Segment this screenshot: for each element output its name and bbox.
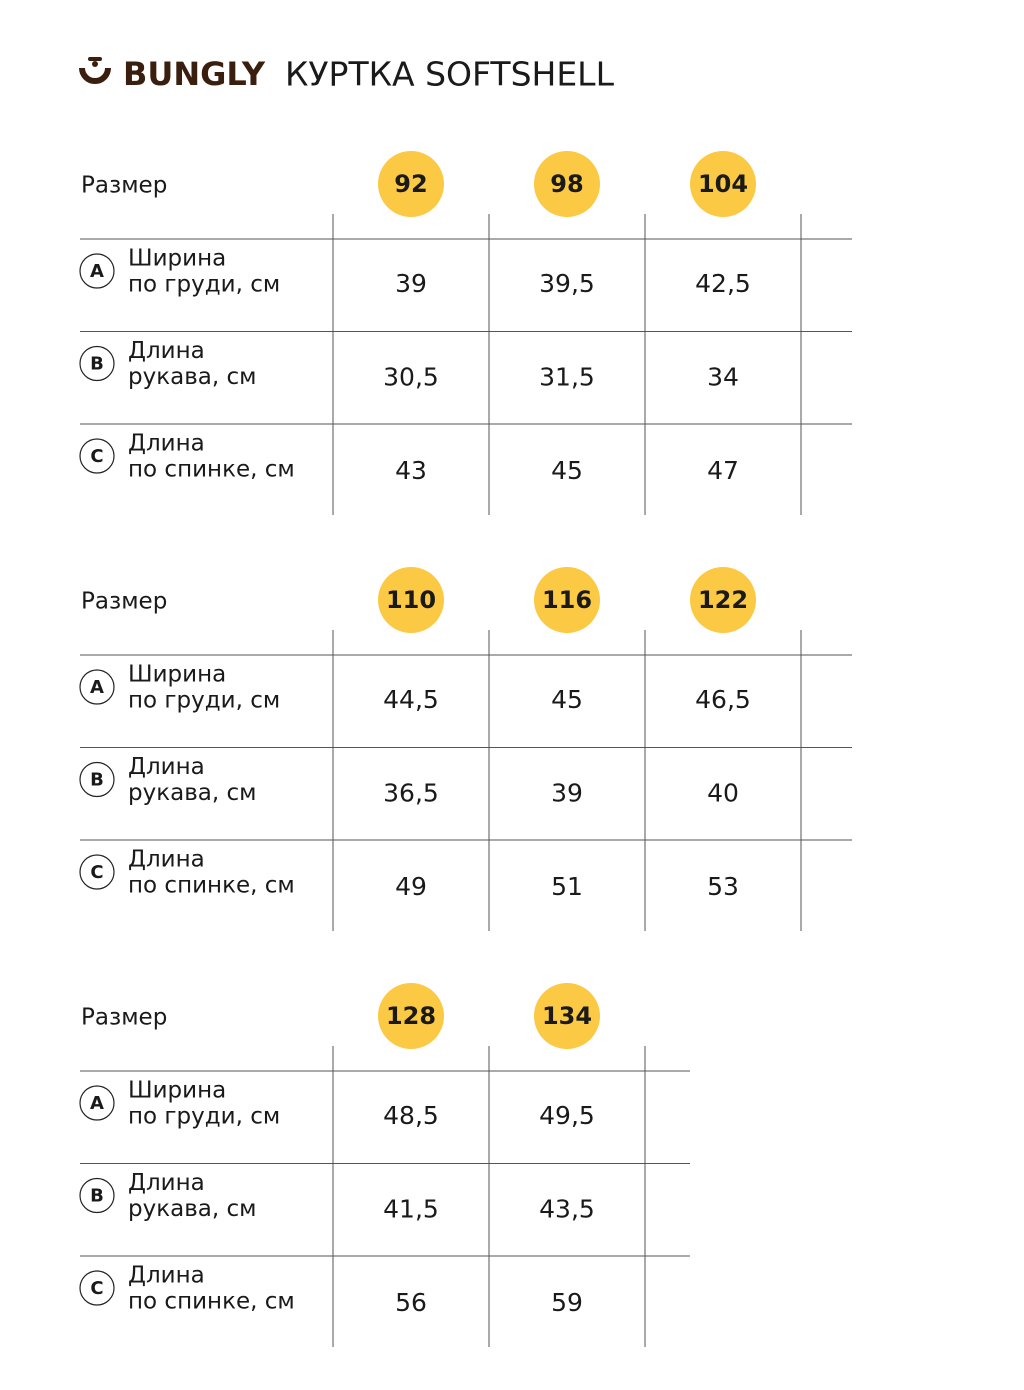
logo-icon: [79, 57, 111, 84]
cell-value: 36,5: [383, 779, 439, 808]
row-label: по груди, см: [128, 1104, 280, 1130]
row-letter: A: [90, 677, 104, 698]
row-label: Ширина: [128, 662, 226, 688]
size-badge: [534, 151, 600, 217]
row-label: рукава, см: [128, 364, 256, 390]
size-label: Размер: [81, 1005, 167, 1031]
row-letter: A: [90, 1093, 104, 1114]
size-badge: [378, 983, 444, 1049]
letter-badge: [79, 761, 115, 798]
row-label: по груди, см: [128, 272, 280, 298]
title: КУРТКА SOFTSHELL: [285, 55, 615, 94]
letter-badge: [79, 345, 115, 382]
size: 104: [698, 170, 748, 198]
size: 98: [550, 170, 583, 198]
row-label: Длина: [128, 1170, 205, 1196]
cell-value: 45: [551, 456, 583, 485]
cell-value: 42,5: [695, 269, 751, 298]
row-letter: B: [90, 770, 104, 791]
row-label: по спинке, см: [128, 457, 295, 483]
row-letter: A: [90, 261, 104, 282]
letter-badge: [79, 438, 115, 474]
size-label: Размер: [81, 589, 167, 615]
size: 110: [386, 586, 436, 614]
cell-value: 49,5: [539, 1101, 595, 1130]
size: 116: [542, 586, 592, 614]
row-label: Длина: [128, 1263, 205, 1289]
cell-value: 44,5: [383, 685, 439, 714]
cell-value: 39,5: [539, 269, 595, 298]
letter-badge: [79, 253, 115, 289]
cell-value: 34: [707, 363, 739, 392]
row-label: рукава, см: [128, 1196, 256, 1222]
cell-value: 41,5: [383, 1195, 439, 1224]
cell-value: 46,5: [695, 685, 751, 714]
size-badge: [378, 567, 444, 633]
row-label: по спинке, см: [128, 873, 295, 899]
cell-value: 56: [395, 1288, 427, 1317]
row-letter: C: [90, 862, 103, 883]
cell-value: 53: [707, 872, 739, 901]
row-label: Длина: [128, 338, 205, 364]
letter-badge: [79, 854, 115, 890]
row-letter: C: [90, 446, 103, 467]
letter-badge: [79, 669, 115, 705]
letter-badge: [79, 1270, 115, 1306]
cell-value: 31,5: [539, 363, 595, 392]
size: 134: [542, 1002, 592, 1030]
letter-badge: [79, 1085, 115, 1121]
row-label: рукава, см: [128, 780, 256, 806]
size-badge: [534, 983, 600, 1049]
size-badge: [690, 151, 756, 217]
row-letter: B: [90, 1186, 104, 1207]
cell-value: 51: [551, 872, 583, 901]
cell-value: 30,5: [383, 363, 439, 392]
cell-value: 43: [395, 456, 427, 485]
size-badge: [378, 151, 444, 217]
size: 128: [386, 1002, 436, 1030]
row-label: Ширина: [128, 1078, 226, 1104]
row-label: Длина: [128, 847, 205, 873]
row-label: по спинке, см: [128, 1289, 295, 1315]
cell-value: 43,5: [539, 1195, 595, 1224]
size: 92: [394, 170, 427, 198]
size-badge: [534, 567, 600, 633]
cell-value: 39: [551, 779, 583, 808]
cell-value: 47: [707, 456, 739, 485]
cell-value: 45: [551, 685, 583, 714]
brand: BUNGLY: [123, 55, 266, 93]
cell-value: 48,5: [383, 1101, 439, 1130]
size-label: Размер: [81, 173, 167, 199]
cell-value: 59: [551, 1288, 583, 1317]
row-label: по груди, см: [128, 688, 280, 714]
cell-value: 49: [395, 872, 427, 901]
row-letter: B: [90, 354, 104, 375]
row-label: Длина: [128, 754, 205, 780]
row-label: Ширина: [128, 246, 226, 272]
cell-value: 39: [395, 269, 427, 298]
size: 122: [698, 586, 748, 614]
cell-value: 40: [707, 779, 739, 808]
row-letter: C: [90, 1278, 103, 1299]
row-label: Длина: [128, 431, 205, 457]
size-badge: [690, 567, 756, 633]
letter-badge: [79, 1177, 115, 1214]
